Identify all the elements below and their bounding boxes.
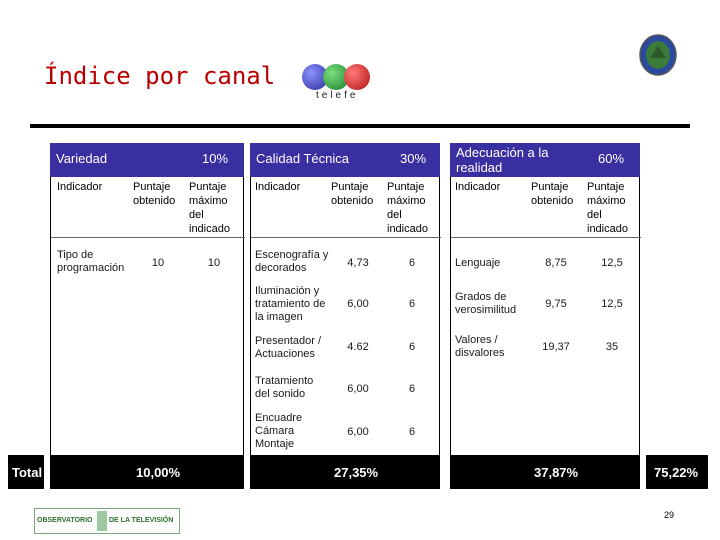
score-obtained: 6,00 xyxy=(347,383,369,395)
score-obtained: 6,00 xyxy=(347,298,369,310)
score-max: 6 xyxy=(408,426,416,438)
totals-bar-left xyxy=(8,455,44,489)
col-obtenido: Puntaje obtenido xyxy=(133,181,176,207)
section-name: Variedad xyxy=(56,151,108,166)
score-obtained: 4.62 xyxy=(347,341,369,353)
slide-title: Índice por canal xyxy=(44,62,276,90)
section-name: Calidad Técnica xyxy=(256,151,349,166)
indicator-label: Presentador / Actuaciones xyxy=(255,335,322,360)
totals-bar-grand xyxy=(646,455,708,489)
col-obtenido: Puntaje obtenido xyxy=(531,181,574,207)
logo-left-text: OBSERVATORIO xyxy=(37,517,93,524)
score-max: 6 xyxy=(408,257,416,269)
totals-bar-variedad xyxy=(50,455,244,489)
grand-total: 75,22% xyxy=(654,465,699,480)
score-max: 10 xyxy=(207,257,221,269)
score-max: 12,5 xyxy=(601,298,623,310)
totals-bar-calidad xyxy=(250,455,440,489)
telefe-logo: telefe xyxy=(298,62,374,106)
variedad-body: Indicador Puntaje obtenido Puntaje máxim… xyxy=(50,177,245,455)
logo-text: telefe xyxy=(316,90,359,101)
logo-ball-red xyxy=(344,64,370,90)
totals-bar-adecuacion xyxy=(450,455,640,489)
adecuacion-total: 37,87% xyxy=(534,465,579,480)
indicator-label: Lenguaje xyxy=(455,257,501,269)
section-percent: 60% xyxy=(598,151,625,166)
col-maximo: Puntaje máximo del indicado xyxy=(189,181,230,235)
university-seal-icon xyxy=(638,34,678,76)
score-obtained: 6,00 xyxy=(347,426,369,438)
col-indicador: Indicador xyxy=(57,181,103,193)
score-max: 12,5 xyxy=(601,257,623,269)
total-label: Total xyxy=(12,465,43,480)
indicator-label: Tipo de programación xyxy=(57,249,125,274)
col-indicador: Indicador xyxy=(455,181,501,193)
calidad-body: Indicador Puntaje obtenido Puntaje máxim… xyxy=(250,177,441,455)
indicator-label: Iluminación y tratamiento de la imagen xyxy=(255,285,326,323)
score-max: 6 xyxy=(408,341,416,353)
score-obtained: 8,75 xyxy=(545,257,567,269)
indicator-label: Encuadre Cámara Montaje xyxy=(255,412,303,450)
col-obtenido: Puntaje obtenido xyxy=(331,181,374,207)
section-percent: 10% xyxy=(202,151,229,166)
header-divider xyxy=(51,237,245,238)
logo-separator xyxy=(97,511,107,531)
section-name: Adecuación a la realidad xyxy=(456,145,549,175)
calidad-total: 27,35% xyxy=(334,465,379,480)
indicator-label: Escenografía y decorados xyxy=(255,249,329,274)
score-max: 35 xyxy=(605,341,619,353)
calidad-header: Calidad Técnica 30% xyxy=(250,143,440,177)
header-divider xyxy=(251,237,441,238)
logo-right-text: DE LA TELEVISIÓN xyxy=(109,517,174,524)
score-obtained: 19,37 xyxy=(542,341,570,353)
adecuacion-header: Adecuación a la realidad 60% xyxy=(450,143,640,177)
page-number: 29 xyxy=(664,510,675,520)
section-percent: 30% xyxy=(400,151,427,166)
score-max: 6 xyxy=(408,298,416,310)
score-obtained: 9,75 xyxy=(545,298,567,310)
indicator-label: Tratamiento del sonido xyxy=(255,375,314,400)
indicator-label: Grados de verosimilitud xyxy=(455,291,517,316)
variedad-header: Variedad 10% xyxy=(50,143,244,177)
observatorio-logo: OBSERVATORIO DE LA TELEVISIÓN xyxy=(34,508,180,534)
indicator-label: Valores / disvalores xyxy=(455,334,505,359)
title-divider xyxy=(30,124,690,128)
score-obtained: 4,73 xyxy=(347,257,369,269)
score-max: 6 xyxy=(408,383,416,395)
col-indicador: Indicador xyxy=(255,181,301,193)
col-maximo: Puntaje máximo del indicado xyxy=(587,181,628,235)
header-divider xyxy=(451,237,641,238)
adecuacion-body: Indicador Puntaje obtenido Puntaje máxim… xyxy=(450,177,641,455)
col-maximo: Puntaje máximo del indicado xyxy=(387,181,428,235)
score-obtained: 10 xyxy=(151,257,165,269)
variedad-total: 10,00% xyxy=(136,465,181,480)
